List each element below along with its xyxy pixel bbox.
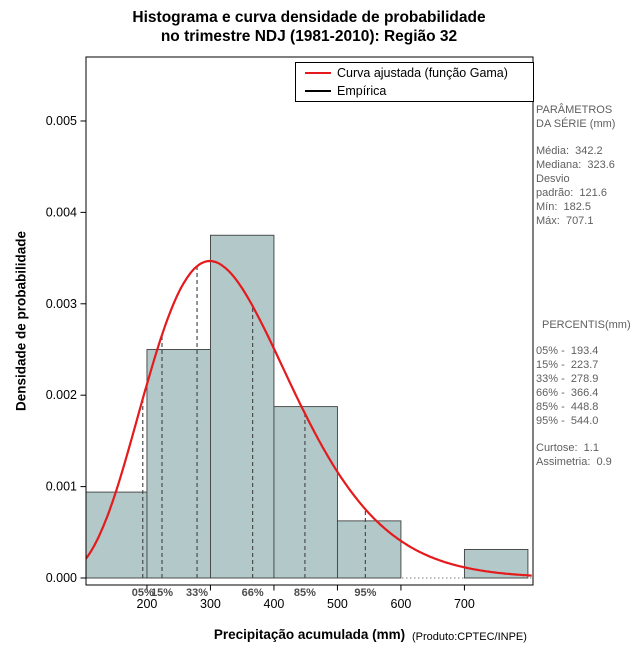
y-axis-label: Densidade de probabilidade [13, 230, 29, 412]
histogram-bar [146, 349, 211, 579]
x-tick-label: 400 [264, 597, 285, 611]
x-axis-product-credit: (Produto:CPTEC/INPE) [412, 631, 527, 643]
legend-box [295, 62, 534, 102]
y-tick-label: 0.002 [46, 388, 77, 402]
side-panel-line: Mín: 182.5 [536, 201, 592, 213]
side-panel-section-percentiles: 05% - 193.4 15% - 223.7 33% - 278.9 66% - 3… [536, 344, 639, 428]
side-panel-line: Mediana: 323.6 [536, 159, 615, 171]
chart-title-line1: Histograma e curva densidade de probabil… [132, 9, 486, 26]
x-tick-label: 700 [454, 597, 475, 611]
y-tick-label: 0.003 [46, 297, 77, 311]
percentile-axis-label: 66% [242, 587, 264, 599]
plot-border [85, 56, 534, 586]
side-panel-line: 33% - 278.9 [536, 373, 599, 385]
side-panel-line: 05% - 193.4 [536, 345, 599, 357]
side-panel-section-header: PARÂMETROS DA SÉRIE (mm) [536, 103, 639, 131]
side-panel-section-header2: PERCENTIS(mm) [536, 318, 639, 332]
plot-contents [86, 234, 533, 579]
chart-title: Histograma e curva densidade de probabil… [0, 8, 618, 46]
side-panel-line: Curtose: 1.1 [536, 442, 599, 454]
percentile-axis-label: 15% [151, 587, 173, 599]
side-panel: PARÂMETROS DA SÉRIE (mm) Média: 342.2 Media… [536, 103, 639, 469]
y-tick-label: 0.004 [46, 205, 77, 219]
x-tick-label: 500 [327, 597, 348, 611]
x-axis-label: Precipitação acumulada (mm) [213, 627, 406, 642]
y-tick-label: 0.000 [46, 571, 77, 585]
histogram-bar [273, 406, 338, 579]
side-panel-line: 95% - 544.0 [536, 415, 599, 427]
gamma-density-curve [86, 259, 532, 577]
y-tick-label: 0.005 [46, 114, 77, 128]
histogram-bar [209, 234, 275, 579]
side-panel-section-stats: Média: 342.2 Mediana: 323.6 Desvio padrão: … [536, 144, 639, 228]
side-panel-line: 85% - 448.8 [536, 401, 599, 413]
percentile-axis-label: 05% [132, 587, 154, 599]
side-panel-line: Média: 342.2 [536, 145, 603, 157]
legend-item-label: Empírica [337, 84, 386, 98]
side-panel-line: PARÂMETROS [536, 104, 613, 116]
x-tick-label: 200 [137, 597, 158, 611]
histogram-bar [86, 491, 148, 579]
histogram-bar [336, 520, 402, 579]
side-panel-line: Máx: 707.1 [536, 215, 594, 227]
legend-item-label: Curva ajustada (função Gama) [337, 66, 508, 80]
percentile-axis-label: 85% [294, 587, 316, 599]
side-panel-line: 66% - 366.4 [536, 387, 599, 399]
percentile-axis-label: 95% [354, 587, 376, 599]
y-tick-label: 0.001 [46, 480, 77, 494]
chart-title-line2: no trimestre NDJ (1981-2010): Região 32 [160, 28, 458, 45]
x-tick-label: 600 [391, 597, 412, 611]
side-panel-line: padrão: 121.6 [536, 187, 607, 199]
side-panel-line: Desvio [536, 173, 570, 185]
percentile-axis-label: 33% [186, 587, 208, 599]
side-panel-line: Assimetria: 0.9 [536, 456, 612, 468]
side-panel-section-moments: Curtose: 1.1 Assimetria: 0.9 [536, 441, 639, 469]
legend: Curva ajustada (função Gama) Empírica [295, 62, 534, 102]
side-panel-line: PERCENTIS(mm) [542, 319, 631, 331]
side-panel-line: DA SÉRIE (mm) [536, 118, 616, 130]
side-panel-line: 15% - 223.7 [536, 359, 599, 371]
x-tick-label: 300 [200, 597, 221, 611]
